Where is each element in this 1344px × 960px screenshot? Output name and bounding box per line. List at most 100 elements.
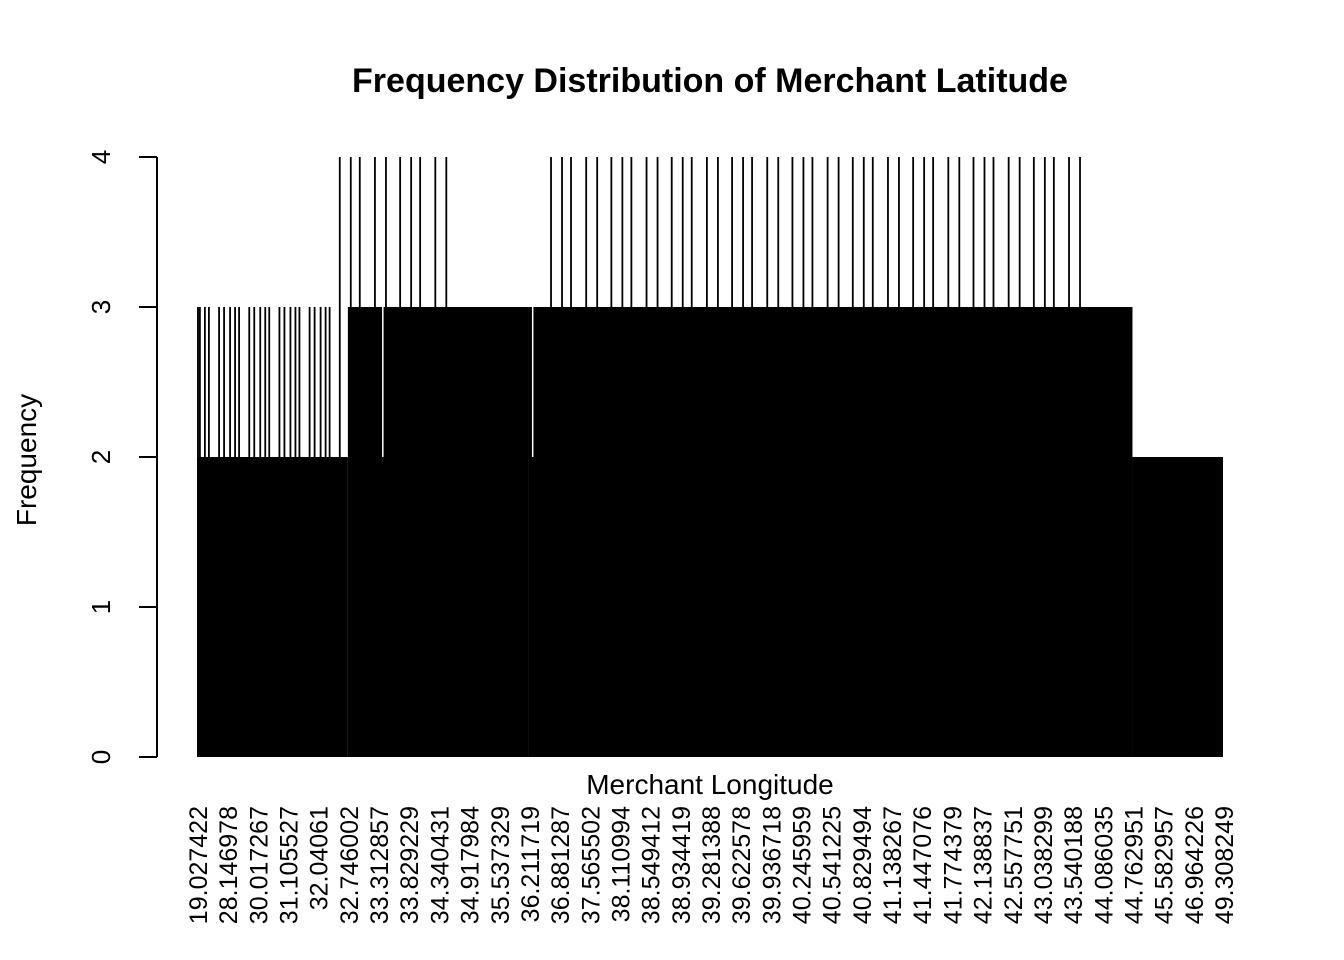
spike-bar-f4-9-1: [706, 157, 708, 757]
spike-bar-f4-4-0: [550, 157, 552, 757]
spike-bar-f4-4-4: [570, 157, 572, 757]
spike-bar-f3-3-4: [298, 307, 301, 757]
spike-bar-f4-20-4: [1052, 157, 1055, 757]
x-tick-label-16: 38.934419: [668, 806, 696, 924]
spike-bar-f3-4-0: [308, 307, 311, 757]
spike-bar-f3-4-1: [313, 307, 316, 757]
spike-bar-f3-0-2: [199, 307, 201, 757]
x-tick-label-34: 49.308249: [1211, 806, 1239, 924]
spike-bar-f4-10-2: [742, 157, 744, 757]
spike-bar-f3-1-4: [238, 307, 240, 757]
x-tick-label-0: 19.027422: [185, 806, 213, 924]
spike-bar-f4-16-0: [912, 157, 915, 757]
spike-bar-f3-3-1: [283, 307, 286, 757]
bar-segment-1: [197, 457, 348, 757]
x-tick-label-28: 43.038299: [1030, 806, 1058, 924]
chart-title: Frequency Distribution of Merchant Latit…: [352, 62, 1068, 100]
x-tick-label-7: 33.829229: [396, 806, 424, 924]
spike-bar-f4-16-4: [932, 157, 935, 757]
x-tick-label-21: 40.541225: [819, 806, 847, 924]
spike-bar-f3-1-1: [223, 307, 225, 757]
spike-bar-f4-16-2: [923, 157, 926, 757]
spike-bar-f3-4-4: [328, 307, 331, 757]
x-tick-label-31: 44.762951: [1120, 806, 1148, 924]
x-tick-label-19: 39.936718: [758, 806, 786, 924]
spike-bar-f4-18-2: [983, 157, 986, 757]
spike-bar-f4-21-1: [1068, 157, 1070, 757]
spike-bar-f4-3-1: [434, 157, 437, 757]
x-tick-label-9: 34.917984: [457, 806, 485, 924]
spike-bar-f3-0-3: [204, 307, 206, 757]
spike-bar-f4-8-2: [681, 157, 684, 757]
spike-bar-f4-0-0: [338, 157, 341, 757]
spike-bar-f3-3-0: [278, 307, 281, 757]
x-tick-label-15: 38.549412: [638, 806, 666, 924]
bars-layer: [197, 157, 1223, 757]
spike-bar-f4-6-2: [621, 157, 624, 757]
x-tick-label-33: 46.964226: [1181, 806, 1209, 924]
x-tick-label-14: 38.110994: [607, 806, 635, 922]
x-tick-label-2: 30.017267: [245, 806, 273, 924]
spike-bar-f4-2-4: [419, 157, 422, 757]
bar-segment-3: [528, 307, 1133, 757]
spike-bar-f4-12-0: [791, 157, 794, 757]
spike-bar-f4-11-1: [766, 157, 769, 757]
spike-bar-f4-17-1: [947, 157, 950, 757]
x-tick-label-5: 32.746002: [336, 806, 364, 924]
x-tick-label-8: 34.340431: [426, 806, 454, 924]
spike-bar-f4-8-4: [690, 157, 693, 757]
spike-bar-f4-3-3: [445, 157, 448, 757]
spike-bar-f3-0-4: [208, 307, 210, 757]
bin-gap-1: [531, 307, 534, 457]
spike-bar-f3-0-1: [197, 307, 199, 757]
spike-bar-f4-10-4: [751, 157, 753, 757]
spike-bar-f3-4-2: [319, 307, 322, 757]
spike-bar-f4-10-0: [731, 157, 733, 757]
spike-bar-f4-14-4: [871, 157, 874, 757]
x-tick-label-10: 35.537329: [487, 806, 515, 924]
spike-bar-f4-9-3: [717, 157, 719, 757]
spike-bar-f4-2-2: [410, 157, 413, 757]
spike-bar-f4-17-3: [958, 157, 961, 757]
x-tick-label-4: 32.04061: [306, 806, 334, 910]
x-tick-label-29: 43.540188: [1060, 806, 1088, 924]
spike-bar-f4-1-1: [374, 157, 376, 757]
bar-segment-4: [1132, 457, 1223, 757]
x-tick-label-13: 37.565502: [577, 806, 605, 924]
x-tick-label-25: 41.774379: [939, 806, 967, 924]
spike-bar-f4-5-3: [596, 157, 599, 757]
x-axis-label: Merchant Longitude: [586, 769, 834, 800]
y-axis-label: Frequency: [11, 394, 42, 526]
spike-bar-f4-11-3: [777, 157, 780, 757]
spike-bar-f4-6-0: [610, 157, 613, 757]
spike-bar-f4-12-2: [802, 157, 805, 757]
x-tick-label-22: 40.829494: [849, 806, 877, 924]
x-tick-label-30: 44.086035: [1090, 806, 1118, 924]
x-tick-label-3: 31.105527: [276, 806, 304, 924]
spike-bar-f4-4-2: [561, 157, 563, 757]
spike-bar-f4-6-4: [630, 157, 633, 757]
spike-bar-f4-15-1: [887, 157, 889, 757]
spike-bar-f3-2-0: [248, 307, 251, 757]
spike-bar-f3-2-1: [253, 307, 256, 757]
spike-bar-f4-14-2: [862, 157, 865, 757]
x-tick-label-6: 33.312857: [366, 806, 394, 924]
x-tick-label-11: 36.211719: [517, 806, 545, 922]
spike-bar-f4-2-0: [399, 157, 402, 757]
spike-bar-f4-13-1: [826, 157, 829, 757]
y-tick-label-1: 1: [86, 600, 116, 614]
spike-bar-f3-1-2: [229, 307, 231, 757]
spike-bar-f4-20-0: [1032, 157, 1035, 757]
y-tick-label-0: 0: [86, 750, 116, 764]
spike-bar-f3-2-3: [264, 307, 267, 757]
y-tick-label-3: 3: [86, 300, 116, 314]
x-tick-label-23: 41.138267: [879, 806, 907, 924]
spike-bar-f4-14-0: [851, 157, 854, 757]
y-tick-label-2: 2: [86, 450, 116, 464]
spike-bar-f3-2-2: [259, 307, 262, 757]
x-tick-label-32: 45.582957: [1151, 806, 1179, 924]
spike-bar-f4-15-3: [898, 157, 900, 757]
spike-bar-f3-1-0: [218, 307, 220, 757]
spike-bar-f4-13-3: [837, 157, 840, 757]
